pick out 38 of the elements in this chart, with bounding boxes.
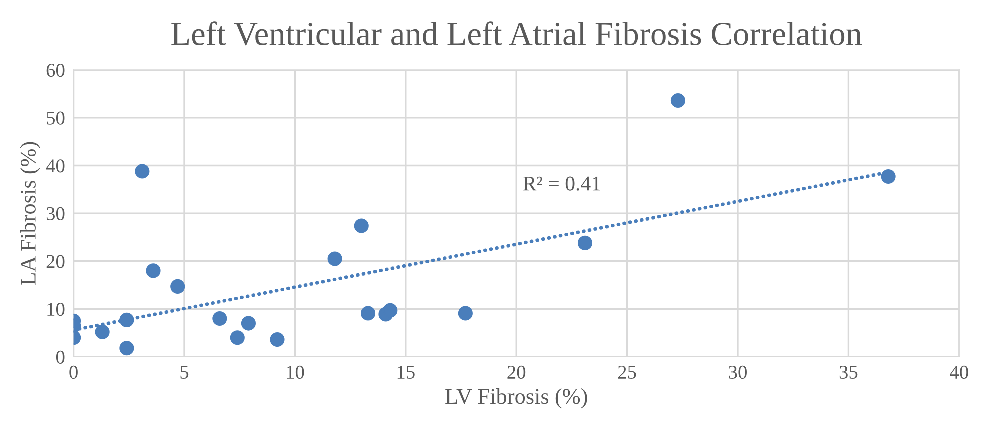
x-tick-label: 25: [618, 366, 636, 380]
x-tick-label: 0: [70, 366, 78, 380]
point: [170, 279, 186, 294]
point: [135, 164, 150, 179]
point: [95, 324, 110, 340]
point: [120, 341, 134, 356]
y-tick-label: 30: [46, 207, 65, 220]
point: [230, 330, 245, 346]
x-tick-label: 5: [180, 366, 189, 380]
point: [212, 311, 228, 326]
point: [328, 252, 342, 266]
y-tick-label: 60: [46, 64, 65, 78]
y-axis-title: LA Fibrosis (%): [20, 142, 40, 286]
point: [383, 303, 398, 318]
y-tick-label: 0: [56, 350, 65, 364]
y-tick-label: 40: [46, 160, 65, 173]
x-axis-title: LV Fibrosis (%): [446, 388, 588, 409]
y-tick-label: 50: [47, 112, 65, 125]
point: [146, 264, 161, 278]
x-tick-label: 10: [287, 366, 304, 380]
point: [354, 218, 369, 234]
y-tick-label: 20: [46, 255, 65, 268]
point: [578, 236, 593, 250]
annotation: R² = 0.41: [523, 176, 600, 191]
point: [270, 332, 285, 348]
point: [120, 312, 134, 328]
x-tick-label: 35: [840, 366, 858, 380]
x-tick-label: 15: [398, 366, 415, 380]
x-tick-label: 30: [729, 366, 747, 380]
point: [670, 93, 686, 108]
x-tick-label: 40: [950, 366, 968, 380]
y-tick-label: 10: [48, 303, 65, 316]
point: [881, 169, 896, 184]
point: [458, 306, 473, 321]
point: [360, 306, 376, 321]
chart-title: Left Ventricular and Left Atrial Fibrosis Correlation: [172, 22, 862, 46]
x-tick-label: 20: [508, 366, 526, 380]
point: [241, 316, 256, 331]
